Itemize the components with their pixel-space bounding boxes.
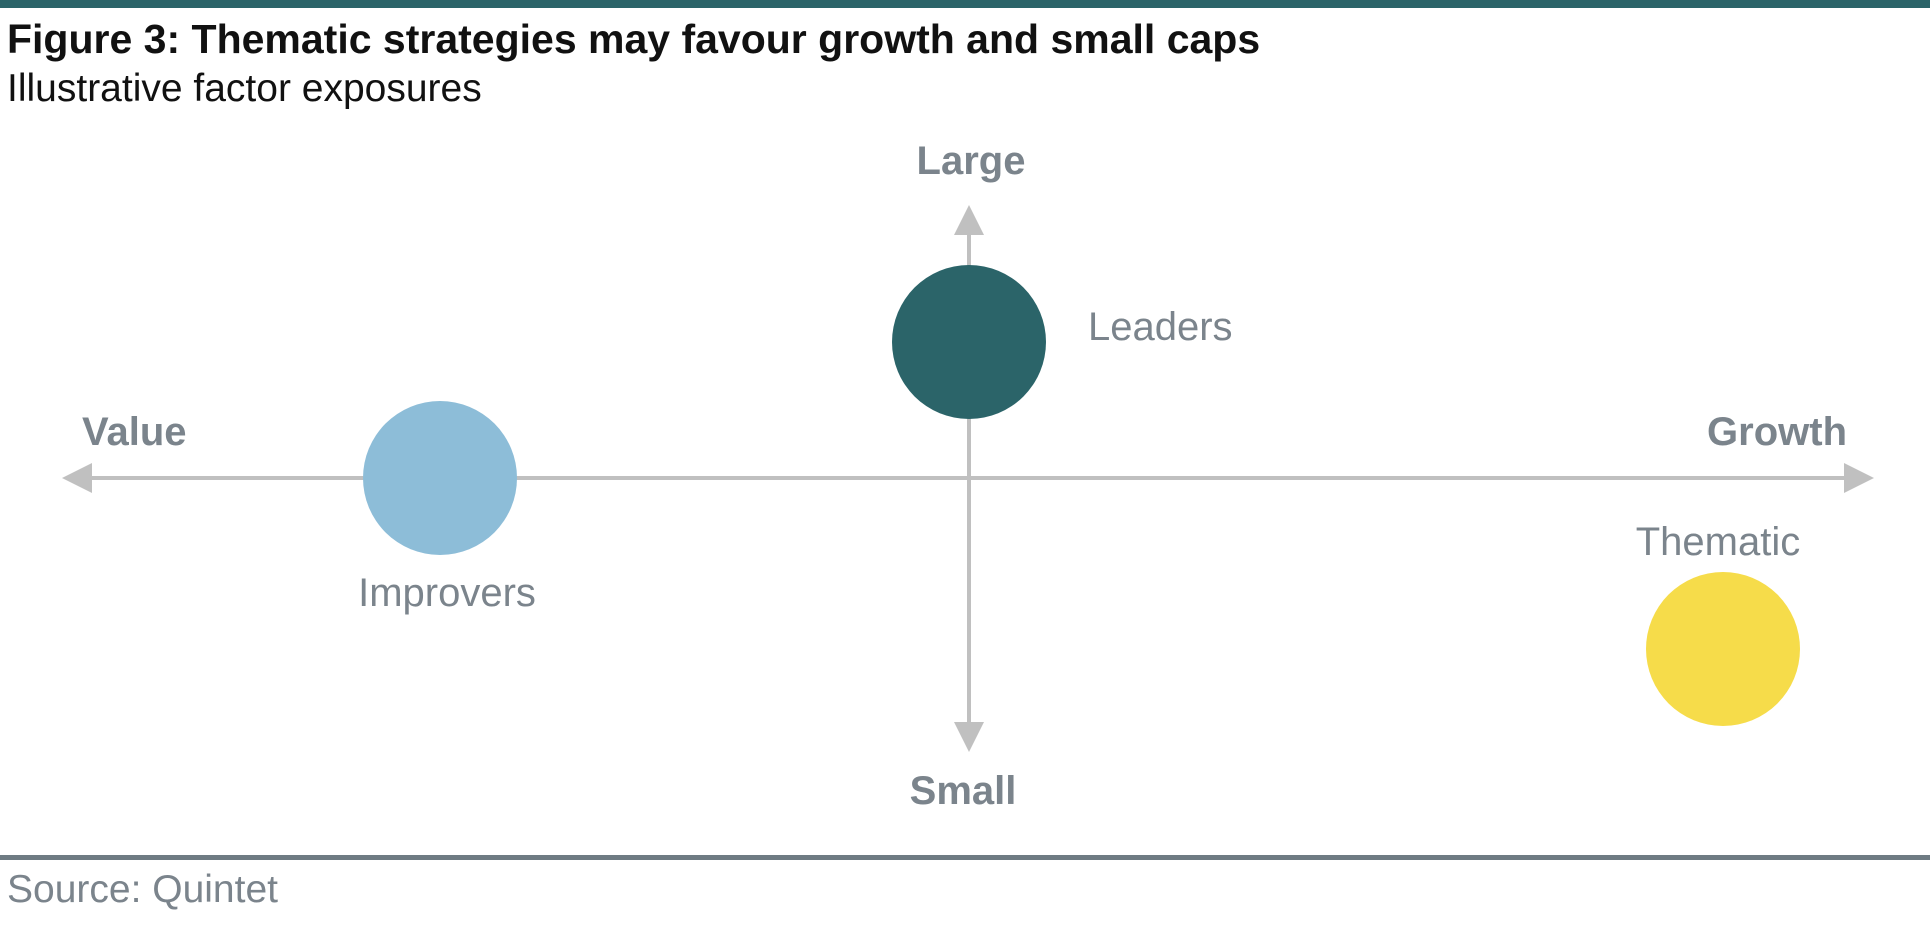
figure-subtitle: Illustrative factor exposures (7, 67, 482, 110)
axis-label-large: Large (917, 139, 1026, 183)
value-arrowhead (62, 463, 92, 493)
growth-arrowhead (1844, 463, 1874, 493)
leaders-bubble (892, 265, 1046, 419)
top-accent-rule (0, 0, 1930, 8)
figure-title: Figure 3: Thematic strategies may favour… (7, 16, 1261, 62)
axis-label-growth: Growth (1707, 410, 1847, 454)
point-label-leaders: Leaders (1088, 305, 1233, 349)
axis-label-small: Small (910, 769, 1017, 813)
axis-label-value: Value (82, 410, 187, 454)
point-label-thematic: Thematic (1636, 520, 1801, 564)
source-note: Source: Quintet (7, 868, 278, 911)
small-arrowhead (954, 722, 984, 752)
bottom-rule (0, 855, 1930, 860)
thematic-bubble (1646, 572, 1800, 726)
point-label-improvers: Improvers (358, 571, 536, 615)
improvers-bubble (363, 401, 517, 555)
large-arrowhead (954, 205, 984, 235)
